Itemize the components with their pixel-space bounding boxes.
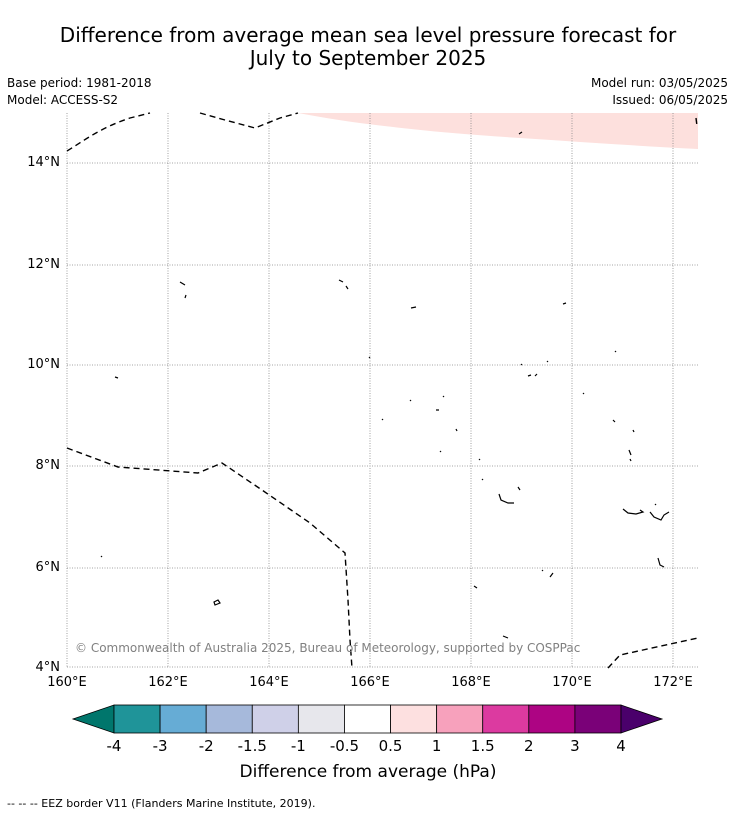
colorbar-segment — [390, 704, 438, 734]
eez-border-n — [199, 112, 299, 129]
map-title-line2: July to September 2025 — [249, 46, 487, 70]
island — [410, 306, 417, 309]
island — [473, 585, 478, 589]
island — [338, 279, 349, 290]
lon-tick-166E: 166°E — [350, 675, 390, 690]
colorbar-segment — [205, 704, 253, 734]
island — [368, 356, 371, 359]
lon-tick-164E: 164°E — [249, 675, 289, 690]
eez-border-ne-fragment — [695, 117, 698, 127]
island — [657, 557, 665, 568]
colorbar-title: Difference from average (hPa) — [239, 762, 497, 782]
island — [381, 395, 458, 453]
lon-tick-170E: 170°E — [552, 675, 592, 690]
model-text: Model: ACCESS-S2 — [7, 93, 119, 107]
colorbar-label: -0.5 — [329, 737, 360, 755]
colorbar-segment — [436, 704, 484, 734]
eez-border-se — [607, 637, 699, 669]
colorbar-segment — [528, 704, 576, 734]
island — [114, 376, 119, 379]
eez-legend: -- -- -- EEZ border V11 (Flanders Marine… — [7, 797, 316, 810]
colorbar-label: 1.5 — [470, 737, 495, 755]
colorbar-label: 2 — [524, 737, 534, 755]
copyright-notice: © Commonwealth of Australia 2025, Bureau… — [75, 641, 581, 655]
island — [498, 493, 514, 504]
colorbar-segment — [113, 704, 161, 734]
island — [213, 599, 221, 606]
colorbar-label: -1.5 — [237, 737, 267, 755]
eez-border-sw — [66, 447, 353, 669]
colorbar-label: 0.5 — [378, 737, 403, 755]
colorbar-extend-low — [71, 704, 115, 734]
colorbar-label: 1 — [431, 737, 442, 755]
island — [614, 350, 617, 353]
colorbar-segment — [344, 704, 391, 734]
colorbar-segment — [297, 704, 345, 734]
island — [179, 281, 187, 299]
lon-tick-172E: 172°E — [653, 675, 693, 690]
lat-tick-10N: 10°N — [27, 357, 60, 372]
colorbar-label: 4 — [616, 737, 626, 755]
eez-border-nw — [66, 112, 151, 152]
lat-tick-12N: 12°N — [27, 257, 60, 272]
island — [520, 360, 549, 377]
colorbar-segment — [159, 704, 207, 734]
colorbar-segment — [482, 704, 530, 734]
eez-borders — [66, 112, 699, 669]
colorbar-label: -2 — [198, 737, 214, 755]
island — [502, 635, 509, 639]
colorbar — [71, 704, 664, 734]
issued-text: Issued: 06/05/2025 — [612, 93, 728, 107]
plot-area — [67, 113, 698, 668]
islands — [100, 131, 670, 639]
island — [649, 511, 670, 521]
lat-tick-14N: 14°N — [27, 155, 60, 170]
island — [541, 569, 554, 578]
colorbar-extend-high — [620, 704, 664, 734]
colorbar-segment — [251, 704, 299, 734]
colorbar-label: -1 — [290, 737, 306, 755]
island — [518, 131, 523, 135]
lat-tick-8N: 8°N — [35, 458, 61, 473]
lon-tick-160E: 160°E — [47, 675, 87, 690]
island — [622, 508, 645, 515]
colorbar-segment — [574, 704, 622, 734]
lat-tick-6N: 6°N — [35, 560, 61, 575]
island — [562, 302, 567, 305]
gridlines — [66, 113, 698, 668]
lon-tick-168E: 168°E — [451, 675, 491, 690]
colorbar-label: -3 — [152, 737, 168, 755]
model-run-text: Model run: 03/05/2025 — [590, 76, 728, 90]
island — [582, 392, 635, 462]
base-period-text: Base period: 1981-2018 — [7, 76, 152, 90]
lat-tick-4N: 4°N — [35, 660, 61, 675]
island — [100, 555, 103, 558]
island — [654, 503, 657, 506]
colorbar-label: 3 — [570, 737, 580, 755]
map-title-line1: Difference from average mean sea level p… — [59, 23, 677, 47]
colorbar-label: -4 — [106, 737, 122, 755]
anomaly-region-0.5-1 — [298, 113, 698, 149]
lon-tick-162E: 162°E — [148, 675, 188, 690]
island — [478, 458, 521, 491]
